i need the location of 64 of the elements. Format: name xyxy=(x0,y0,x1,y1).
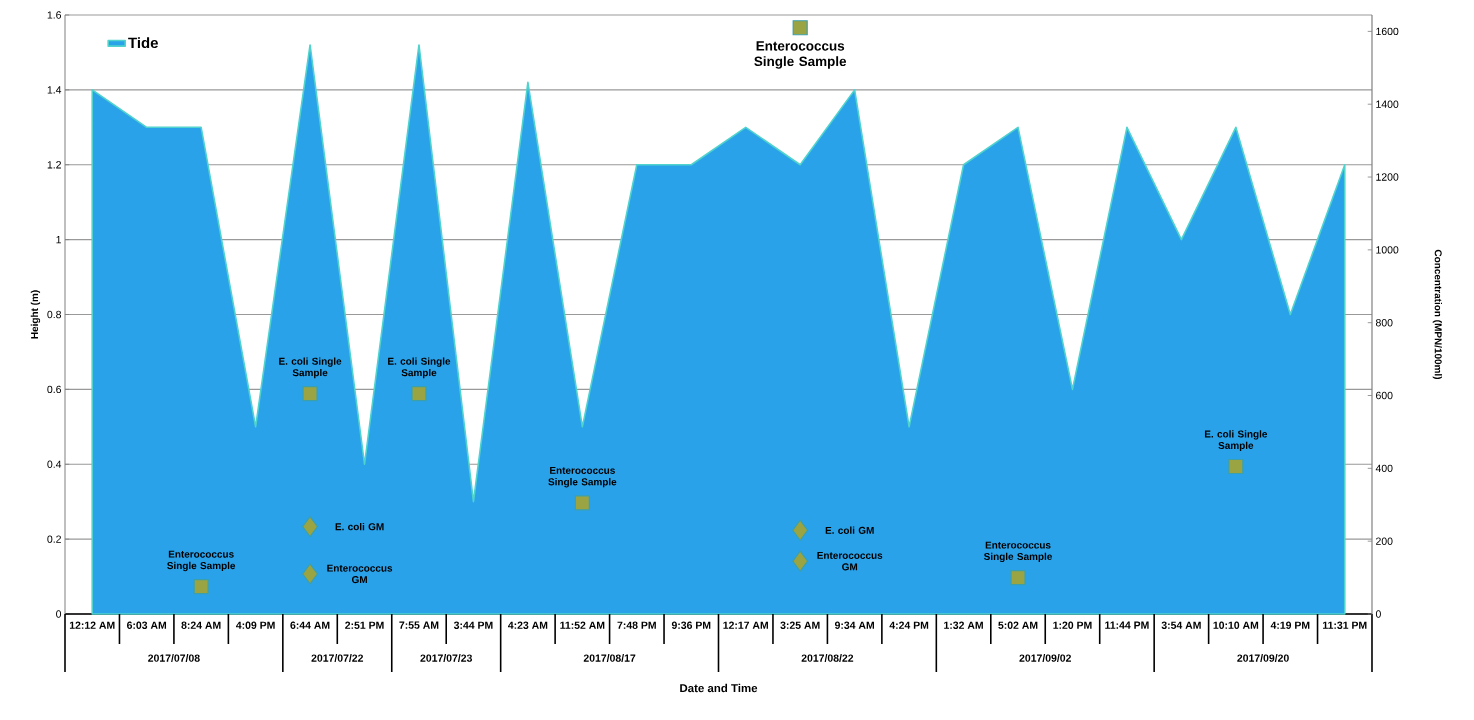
x-tick-label: 3:54 AM xyxy=(1161,621,1201,629)
annotation: Enterococcus Single Sample xyxy=(754,41,847,69)
text: 2017/07/22 xyxy=(311,654,364,662)
x-tick-label: 11:52 AM xyxy=(560,621,605,629)
x-tick-label: 4:24 PM xyxy=(889,621,929,629)
x-tick-label: 3:25 AM xyxy=(780,621,820,629)
text: 2017/07/23 xyxy=(420,654,472,662)
annotation: Enterococcus Single Sample xyxy=(548,466,617,488)
y-tick-label: 1.4 xyxy=(47,86,62,94)
y-tick-label: 0.2 xyxy=(47,535,61,543)
x-tick-label: 3:44 PM xyxy=(453,621,493,629)
annotation: Enterococcus GM xyxy=(817,551,883,571)
y-tick-label: 1.2 xyxy=(47,161,61,169)
x-tick-label: 5:02 AM xyxy=(998,621,1038,629)
annotation: Enterococcus GM xyxy=(327,564,393,584)
x-tick-label: 1:32 AM xyxy=(944,621,983,629)
y2-tick-label: 1000 xyxy=(1376,246,1399,254)
x-axis-title: Date and Time xyxy=(680,683,758,693)
text: 2017/08/22 xyxy=(801,654,854,662)
x-tick-label: 4:23 AM xyxy=(507,621,548,629)
y2-tick-label: 0 xyxy=(1375,610,1381,618)
y-tick-label: 0 xyxy=(56,610,62,618)
x-tick-label: 9:34 AM xyxy=(834,621,874,629)
y2-tick-label: 1200 xyxy=(1376,173,1399,181)
x-tick-label: 2:51 PM xyxy=(345,621,384,629)
y-tick-label: 0.6 xyxy=(47,385,62,394)
x-tick-label: 1:20 PM xyxy=(1053,621,1092,629)
x-tick-label: 11:31 PM xyxy=(1323,621,1367,629)
x-tick-label: 4:09 PM xyxy=(235,621,275,629)
x-tick-label: 7:55 AM xyxy=(399,621,439,629)
x-tick-label: 4:19 PM xyxy=(1270,621,1310,629)
y-axis-title: Height (m) xyxy=(30,290,41,339)
annotation: E. coli Single Sample xyxy=(1204,430,1268,451)
annotation: E. coli Single Sample xyxy=(279,357,342,379)
y-tick-label: 0.4 xyxy=(47,460,62,468)
y-tick-label: 0.8 xyxy=(47,310,62,319)
annotation: E. coli GM xyxy=(335,522,384,531)
y2-tick-label: 400 xyxy=(1375,464,1393,473)
annotation: Enterococcus Single Sample xyxy=(983,541,1053,563)
annotation: E. coli GM xyxy=(825,526,874,534)
x-tick-label: 6:03 AM xyxy=(127,621,167,629)
x-tick-label: 11:44 PM xyxy=(1105,621,1149,629)
x-tick-label: 6:44 AM xyxy=(290,621,330,629)
y-tick-label: 1 xyxy=(56,236,61,244)
text: 2017/09/20 xyxy=(1237,654,1289,662)
text: 2017/09/02 xyxy=(1019,654,1071,662)
x-tick-label: 8:24 AM xyxy=(181,621,221,629)
y2-axis-title: Concentration (MPN/100ml) xyxy=(1432,249,1442,380)
x-tick-label: 10:10 AM xyxy=(1213,621,1259,629)
y2-tick-label: 1600 xyxy=(1376,27,1399,36)
annotation: Enterococcus Single Sample xyxy=(167,550,236,572)
y2-tick-label: 800 xyxy=(1375,318,1393,327)
y-tick-label: 1.6 xyxy=(47,11,62,19)
text: 2017/07/08 xyxy=(148,654,200,662)
text: 2017/08/17 xyxy=(583,654,636,662)
y2-tick-label: 1400 xyxy=(1376,100,1399,108)
legend-label: Tide xyxy=(128,37,158,49)
x-tick-label: 12:17 AM xyxy=(723,621,768,629)
annotation: E. coli Single Sample xyxy=(388,357,451,379)
x-tick-label: 7:48 PM xyxy=(617,621,656,629)
y2-tick-label: 200 xyxy=(1376,537,1393,545)
x-tick-label: 12:12 AM xyxy=(69,621,115,629)
x-tick-label: 9:36 PM xyxy=(671,621,711,629)
y2-tick-label: 600 xyxy=(1376,391,1393,400)
